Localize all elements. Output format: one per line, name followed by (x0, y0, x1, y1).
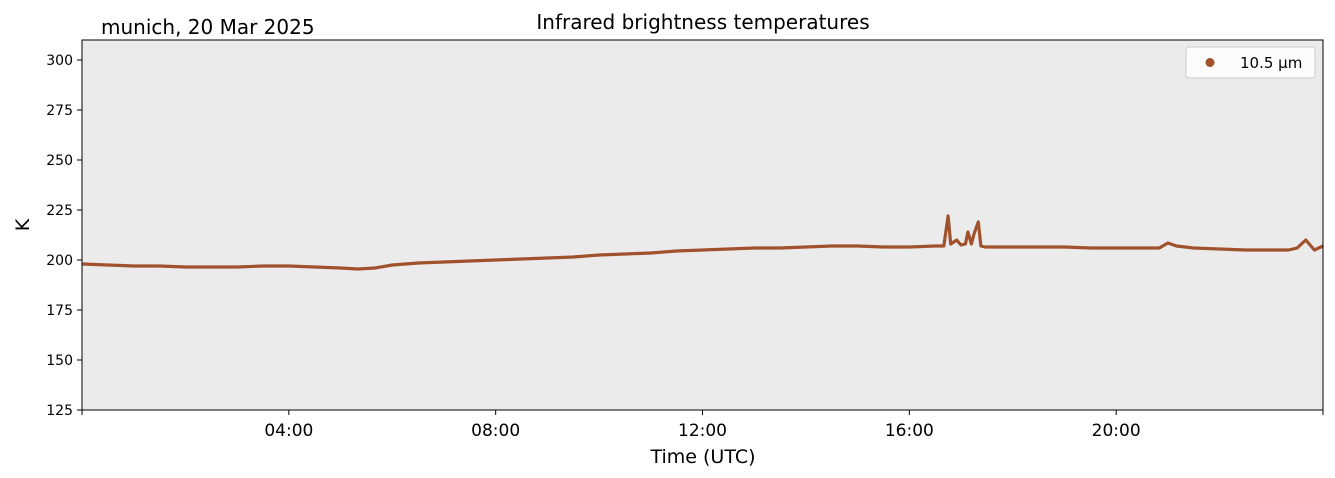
legend-marker-10-5um (1205, 58, 1215, 67)
y-tick-label: 300 (46, 53, 73, 69)
x-axis-label: Time (UTC) (649, 446, 755, 468)
y-tick-label: 125 (46, 403, 73, 419)
y-axis-label: K (12, 218, 34, 231)
y-tick-label: 250 (46, 153, 73, 169)
y-tick-label: 275 (46, 103, 73, 119)
x-axis: 04:00 08:00 12:00 16:00 20:00 (81, 410, 1324, 441)
legend-label-10-5um: 10.5 µm (1240, 54, 1302, 72)
y-tick-label: 225 (46, 203, 73, 219)
x-tick-label: 16:00 (885, 421, 934, 441)
legend: 10.5 µm (1185, 46, 1316, 79)
legend-box (1185, 46, 1316, 79)
series-line-10-5um (81, 214, 1324, 271)
x-tick-label: 12:00 (678, 421, 727, 441)
chart-subtitle: munich, 20 Mar 2025 (101, 15, 315, 39)
series-layer (81, 214, 1324, 271)
x-tick-label: 08:00 (471, 421, 520, 441)
chart-title: Infrared brightness temperatures (536, 10, 869, 34)
y-tick-label: 200 (46, 253, 73, 269)
y-tick-label: 150 (46, 353, 73, 369)
x-tick-label: 04:00 (264, 421, 313, 441)
x-tick-label: 20:00 (1092, 421, 1141, 441)
y-tick-label: 175 (46, 303, 73, 319)
plot-background (82, 40, 1323, 410)
y-axis: 125 150 175 200 225 250 275 300 (46, 53, 82, 419)
